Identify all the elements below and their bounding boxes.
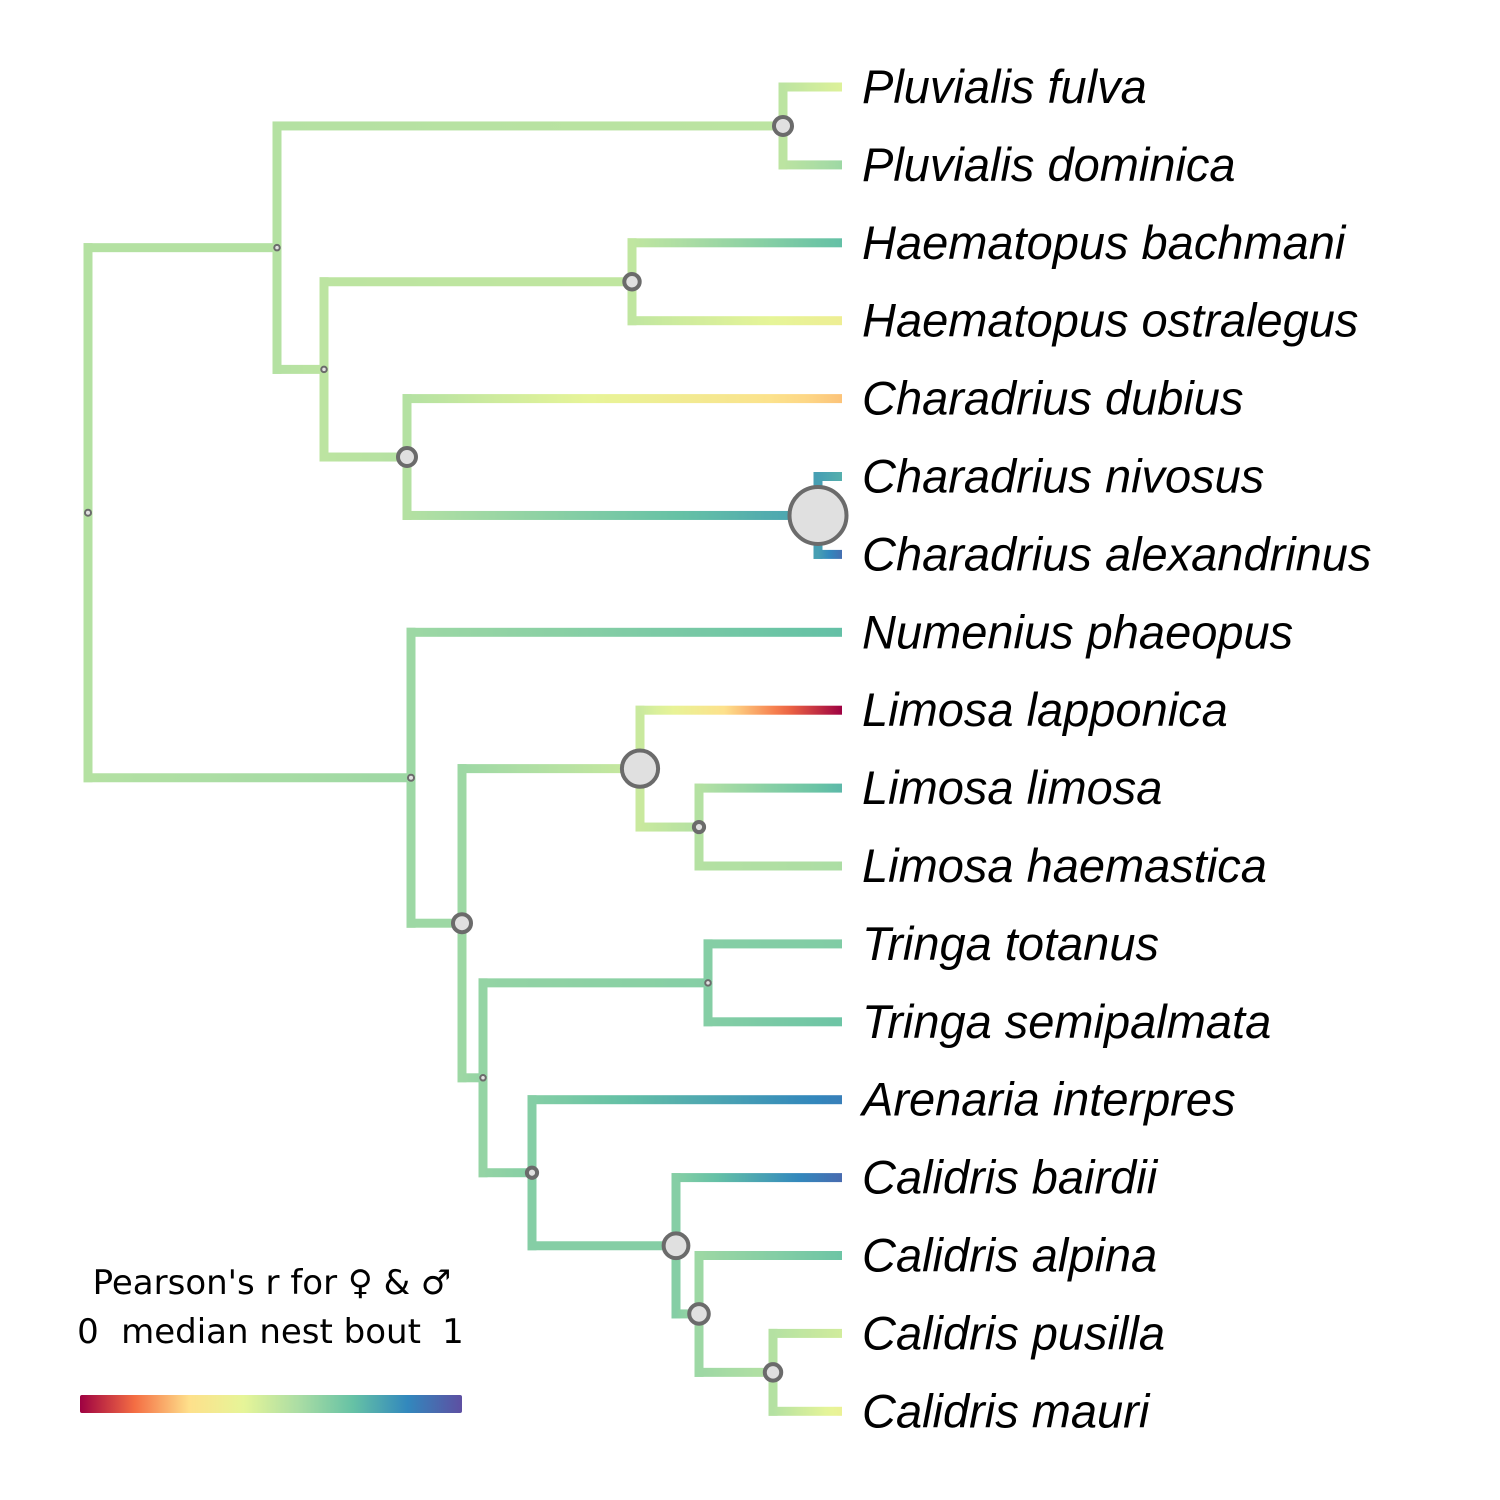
branch-horizontal-arenaria-calidris [478, 1168, 532, 1178]
branch-horizontal-limosa-lapponica [635, 705, 842, 715]
branch-horizontal-limosa-limosa-haemastica [635, 822, 699, 832]
node-marker-haematopus [622, 272, 642, 292]
branch-horizontal-limosa-limosa [694, 783, 842, 793]
tip-label-pluvialis-dominica: Pluvialis dominica [862, 138, 1236, 191]
tip-label-tringa-totanus: Tringa totanus [862, 917, 1159, 970]
branch-horizontal-charadrius-dubius [402, 394, 842, 404]
color-legend: Pearson's r for ♀ & ♂ 0 median nest bout… [77, 1263, 464, 1413]
branch-horizontal-nivosus-alexandrinus [402, 510, 818, 520]
tip-label-calidris-bairdii: Calidris bairdii [862, 1151, 1159, 1204]
tip-label-haematopus-ostralegus: Haematopus ostralegus [862, 294, 1358, 347]
tip-label-charadrius-dubius: Charadrius dubius [862, 372, 1243, 425]
tip-label-limosa-limosa: Limosa limosa [862, 761, 1162, 814]
branch-horizontal-calidris-alpina [694, 1251, 842, 1260]
branch-horizontal-scolopaci [83, 773, 411, 783]
tip-label-limosa-lapponica: Limosa lapponica [862, 683, 1228, 736]
branch-horizontal-calidris-pusilla [768, 1328, 842, 1338]
node-marker-scolopaci [406, 773, 416, 782]
node-marker-charadrius [396, 446, 418, 469]
node-marker-limosa-calidris [451, 912, 473, 935]
branch-horizontal-limosa-haemastica [694, 861, 842, 871]
tip-label-numenius-phaeopus: Numenius phaeopus [862, 605, 1293, 658]
tree-branches [83, 82, 842, 1416]
tip-label-pluvialis-fulva: Pluvialis fulva [862, 60, 1147, 113]
branch-horizontal-alpina-pusilla-mauri [671, 1309, 699, 1319]
branch-horizontal-numenius-phaeopus [406, 627, 842, 637]
tip-label-calidris-pusilla: Calidris pusilla [862, 1306, 1165, 1359]
branch-horizontal-tringa-totanus [703, 939, 842, 949]
legend-title: Pearson's r for ♀ & ♂ [93, 1263, 452, 1303]
tip-label-tringa-semipalmata: Tringa semipalmata [862, 995, 1271, 1048]
node-marker-limosa-limosa-haemastica [691, 819, 707, 835]
branch-horizontal-tringa [478, 978, 708, 988]
node-marker-calidris [661, 1231, 691, 1261]
node-marker-tringa [704, 979, 712, 987]
tip-label-calidris-mauri: Calidris mauri [862, 1384, 1151, 1437]
node-marker-root [83, 508, 93, 517]
branch-horizontal-pusilla-mauri [694, 1367, 773, 1377]
node-marker-arenaria-calidris [524, 1165, 540, 1180]
tip-label-charadrius-nivosus: Charadrius nivosus [862, 450, 1264, 503]
branch-horizontal-charadrius-nivosus [813, 472, 842, 481]
branch-horizontal-calidris-bairdii [671, 1173, 842, 1183]
branch-horizontal-haematopus-bachmani [627, 238, 842, 248]
branch-horizontal-charadriiformes-a [83, 243, 277, 253]
node-marker-limosa [619, 748, 661, 789]
branch-horizontal-tringa-calidris [457, 1073, 483, 1083]
branch-horizontal-haem-charadrius [272, 364, 324, 374]
branch-horizontal-charadrius [319, 452, 407, 462]
branch-horizontal-pluvialis-dominica [778, 160, 842, 170]
legend-min-label: 0 [77, 1312, 99, 1352]
node-marker-haem-charadrius [320, 365, 328, 374]
node-marker-alpina-pusilla-mauri [687, 1302, 711, 1326]
branch-horizontal-haematopus [319, 277, 632, 287]
tip-label-limosa-haemastica: Limosa haemastica [862, 839, 1267, 892]
branch-horizontal-pluvialis-fulva [778, 82, 842, 92]
node-marker-tringa-calidris [479, 1074, 487, 1082]
tip-label-arenaria-interpres: Arenaria interpres [859, 1073, 1236, 1126]
tip-label-calidris-alpina: Calidris alpina [862, 1229, 1157, 1282]
branch-horizontal-charadrius-alexandrinus [813, 549, 842, 559]
tip-labels: Pluvialis fulva Pluvialis dominica Haemato… [859, 60, 1371, 1437]
node-marker-pluvialis [772, 114, 794, 137]
node-markers [83, 114, 849, 1383]
legend-subtitle: median nest bout [121, 1312, 421, 1352]
branch-horizontal-haematopus-ostralegus [627, 316, 842, 326]
node-marker-nivosus-alexandrinus [787, 484, 849, 546]
branch-horizontal-limosa-calidris [406, 918, 462, 928]
legend-max-label: 1 [442, 1312, 464, 1352]
branch-horizontal-calidris [527, 1241, 676, 1251]
legend-color-bar [80, 1395, 462, 1413]
node-marker-charadriiformes-a [273, 243, 281, 252]
branch-horizontal-limosa [457, 764, 640, 774]
branch-horizontal-pluvialis [272, 121, 783, 131]
branch-horizontal-calidris-mauri [768, 1406, 842, 1416]
branch-horizontal-tringa-semipalmata [703, 1017, 842, 1027]
tip-label-haematopus-bachmani: Haematopus bachmani [862, 216, 1347, 269]
branch-horizontal-arenaria-interpres [527, 1095, 842, 1105]
node-marker-pusilla-mauri [762, 1362, 784, 1383]
tip-label-charadrius-alexandrinus: Charadrius alexandrinus [862, 527, 1371, 580]
